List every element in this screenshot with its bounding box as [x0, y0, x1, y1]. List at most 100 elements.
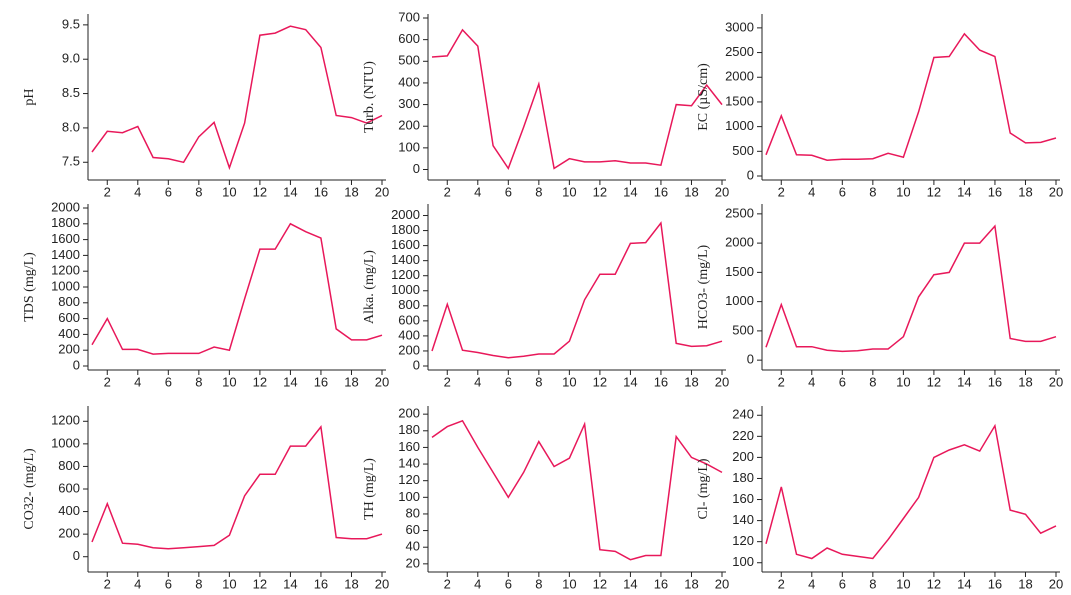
x-tick-label: 18 — [1018, 576, 1032, 591]
x-tick-label: 16 — [988, 576, 1002, 591]
x-tick-label: 6 — [839, 576, 846, 591]
y-axis-label: Cl- (mg/L) — [696, 458, 711, 519]
y-tick-label: 400 — [398, 74, 420, 89]
y-tick-label: 800 — [58, 458, 80, 473]
x-tick-label: 6 — [839, 184, 846, 199]
y-tick-label: 8.0 — [62, 119, 80, 134]
y-tick-label: 100 — [398, 139, 420, 154]
data-line — [91, 25, 383, 171]
y-tick-label: 100 — [732, 554, 754, 569]
x-tick-label: 18 — [1018, 374, 1032, 389]
y-tick-label: 500 — [732, 322, 754, 337]
y-tick-label: 400 — [398, 327, 420, 342]
y-tick-label: 7.5 — [62, 154, 80, 169]
x-tick-label: 8 — [195, 184, 202, 199]
y-tick-label: 200 — [58, 342, 80, 357]
x-tick-label: 2 — [778, 374, 785, 389]
x-tick-label: 6 — [839, 374, 846, 389]
x-tick-label: 10 — [222, 576, 236, 591]
x-tick-label: 4 — [474, 184, 481, 199]
x-tick-label: 12 — [927, 576, 941, 591]
x-tick-label: 16 — [654, 184, 668, 199]
x-tick-label: 14 — [957, 576, 971, 591]
x-tick-label: 14 — [623, 576, 637, 591]
x-tick-label: 2 — [444, 184, 451, 199]
y-tick-label: 400 — [58, 326, 80, 341]
x-tick-label: 8 — [195, 374, 202, 389]
y-tick-label: 1200 — [51, 413, 80, 428]
x-tick-label: 18 — [344, 184, 358, 199]
y-tick-label: 1000 — [391, 282, 420, 297]
x-tick-label: 16 — [654, 374, 668, 389]
y-tick-label: 1000 — [51, 435, 80, 450]
y-tick-label: 100 — [398, 489, 420, 504]
y-axis-label: CO32- (mg/L) — [22, 448, 37, 530]
y-tick-label: 0 — [73, 357, 80, 372]
x-tick-label: 14 — [957, 184, 971, 199]
x-tick-label: 8 — [195, 576, 202, 591]
y-tick-label: 200 — [58, 526, 80, 541]
y-tick-label: 1500 — [725, 93, 754, 108]
y-tick-label: 600 — [58, 310, 80, 325]
y-tick-label: 1600 — [51, 231, 80, 246]
x-tick-label: 18 — [344, 374, 358, 389]
x-tick-label: 8 — [869, 184, 876, 199]
x-tick-label: 10 — [896, 576, 910, 591]
x-tick-label: 2 — [104, 374, 111, 389]
x-tick-label: 20 — [715, 184, 729, 199]
y-tick-label: 8.5 — [62, 85, 80, 100]
chart-panel: 0 100 200 300 400 500 600 700 2 4 6 8 10 12 14 16 18 20 Tu… — [362, 9, 729, 199]
y-tick-label: 1800 — [51, 215, 80, 230]
x-tick-label: 10 — [562, 576, 576, 591]
x-tick-label: 4 — [474, 576, 481, 591]
data-line — [91, 425, 383, 550]
data-line — [431, 221, 723, 359]
x-tick-label: 12 — [253, 184, 267, 199]
x-tick-label: 16 — [988, 374, 1002, 389]
y-axis-label: HCO3- (mg/L) — [696, 244, 711, 329]
y-tick-label: 3000 — [725, 19, 754, 34]
x-tick-label: 4 — [808, 576, 815, 591]
x-tick-label: 16 — [314, 374, 328, 389]
y-axis-label: TH (mg/L) — [362, 458, 377, 520]
y-axis-label: Alka. (mg/L) — [362, 250, 377, 324]
x-tick-label: 4 — [134, 184, 141, 199]
y-tick-label: 1200 — [51, 263, 80, 278]
y-tick-label: 1000 — [51, 278, 80, 293]
y-tick-label: 200 — [398, 342, 420, 357]
y-tick-label: 500 — [732, 143, 754, 158]
y-tick-label: 1500 — [725, 264, 754, 279]
y-tick-label: 80 — [406, 505, 420, 520]
x-tick-label: 20 — [715, 576, 729, 591]
chart-panel: 0 500 1000 1500 2000 2500 2 4 6 8 10 12 14 16 18 20 HCO3… — [696, 204, 1063, 389]
x-tick-label: 14 — [283, 374, 297, 389]
x-tick-label: 8 — [535, 576, 542, 591]
y-tick-label: 0 — [73, 548, 80, 563]
x-tick-label: 20 — [375, 184, 389, 199]
x-tick-label: 12 — [593, 374, 607, 389]
x-tick-label: 2 — [778, 184, 785, 199]
x-tick-label: 18 — [1018, 184, 1032, 199]
x-tick-label: 12 — [593, 576, 607, 591]
x-tick-label: 12 — [253, 576, 267, 591]
x-tick-label: 2 — [104, 184, 111, 199]
y-tick-label: 1400 — [391, 252, 420, 267]
x-tick-label: 10 — [222, 374, 236, 389]
y-tick-label: 2000 — [725, 69, 754, 84]
y-tick-label: 700 — [398, 9, 420, 24]
x-tick-label: 16 — [988, 184, 1002, 199]
y-tick-label: 300 — [398, 96, 420, 111]
data-line — [765, 224, 1057, 353]
x-tick-label: 8 — [869, 374, 876, 389]
x-tick-label: 4 — [134, 576, 141, 591]
x-tick-label: 14 — [957, 374, 971, 389]
y-tick-label: 1000 — [725, 118, 754, 133]
x-tick-label: 20 — [1049, 184, 1063, 199]
y-tick-label: 140 — [732, 512, 754, 527]
y-tick-label: 0 — [413, 357, 420, 372]
x-tick-label: 10 — [896, 184, 910, 199]
